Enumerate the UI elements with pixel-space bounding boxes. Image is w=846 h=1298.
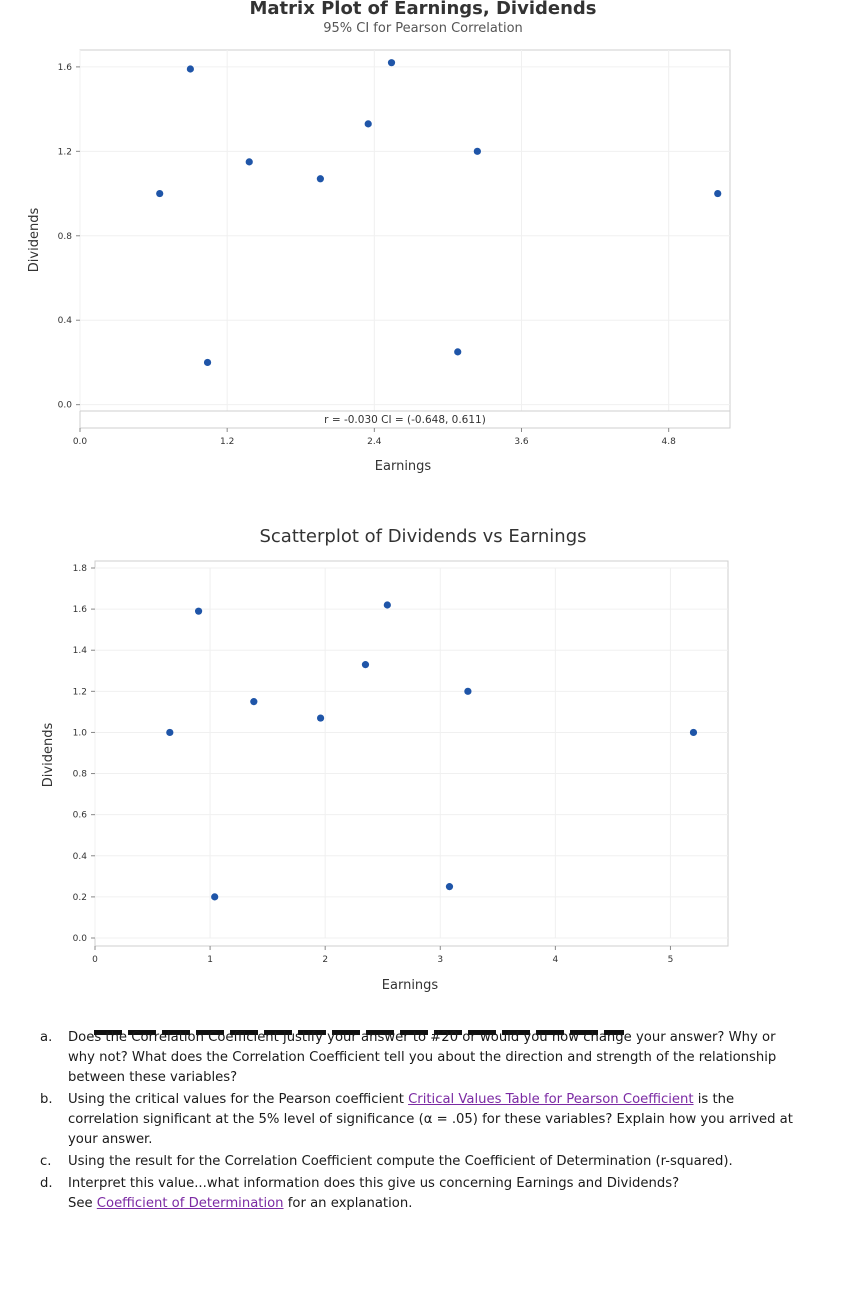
scatterplot: 1.8 1.6 1.4 1.2 1.0 0.8 0.6 0.4 0.2 0.0 0 1 2 3 4 5 Ea… [41,560,729,993]
data-point [186,65,194,73]
data-point [454,348,462,356]
x-tick-label: 3.6 [514,437,529,447]
y-tick-label: 0.8 [73,770,88,780]
x-tick-label: 0 [92,955,98,965]
data-point [714,189,722,198]
correlation-annotation: r = -0.030 CI = (-0.648, 0.611) [324,414,486,426]
x-tick-label: 4.8 [662,437,677,447]
critical-values-link[interactable]: Critical Values Table for Pearson Coeffi… [408,1092,694,1107]
x-tick-label: 3 [437,955,443,965]
question-d: d. Interpret this value...what informati… [40,1176,680,1211]
data-point [383,601,391,609]
question-list: a. Does the Correlation Coefficient just… [40,1028,800,1216]
data-point [156,189,164,198]
coefficient-of-determination-link[interactable]: Coefficient of Determination [96,1196,284,1211]
y-tick-label: 1.6 [73,605,88,615]
data-point [387,59,396,67]
x-tick-label: 0.0 [73,437,88,447]
y-tick-label: 0.0 [58,401,73,411]
y-axis-title: Dividends [27,208,42,273]
data-point [166,728,174,737]
y-tick-label: 1.2 [58,147,72,157]
y-tick-label: 0.6 [73,811,88,821]
plot-area [79,49,731,429]
chart-subtitle: 95% CI for Pearson Correlation [323,21,523,36]
data-point [316,175,324,183]
plot-area [94,560,729,947]
x-tick-label: 1.2 [220,437,234,447]
data-point [689,728,698,737]
y-tick-label: 0.0 [73,934,88,944]
cropped-heading [94,1030,624,1035]
data-point [211,893,219,901]
data-point [250,698,258,706]
y-tick-label: 0.8 [58,232,73,242]
chart-title: Scatterplot of Dividends vs Earnings [259,526,587,547]
x-tick-label: 1 [207,955,213,965]
y-tick-label: 1.8 [73,564,88,574]
question-a: a. Does the Correlation Coefficient just… [40,1030,777,1085]
y-tick-label: 1.0 [73,728,88,738]
y-tick-label: 0.2 [73,893,87,903]
x-tick-label: 2 [322,955,328,965]
y-tick-label: 0.4 [58,316,73,326]
x-axis-title: Earnings [382,978,439,993]
x-tick-label: 5 [668,955,674,965]
data-point [361,661,370,669]
question-c: c. Using the result for the Correlation … [40,1154,733,1169]
chart-title: Matrix Plot of Earnings, Dividends [249,0,597,19]
x-axis-title: Earnings [375,459,432,474]
y-tick-label: 1.2 [73,687,87,697]
question-b: b. Using the critical values for the Pea… [40,1092,793,1147]
y-tick-label: 0.4 [73,852,88,862]
y-tick-label: 1.4 [73,646,88,656]
data-point [245,158,253,166]
data-point [194,607,203,615]
y-tick-label: 1.6 [58,63,73,73]
data-point [316,714,325,722]
data-point [473,147,481,155]
data-point [203,358,212,367]
data-point [445,883,454,891]
x-tick-label: 4 [552,955,558,965]
y-axis-title: Dividends [41,723,56,788]
x-tick-label: 2.4 [367,437,382,447]
matrix-plot: 1.6 1.2 0.8 0.4 0.0 0.0 1.2 2.4 3.6 4.8 r = -0.0… [27,49,731,474]
data-point [464,687,472,695]
data-point [364,120,372,128]
